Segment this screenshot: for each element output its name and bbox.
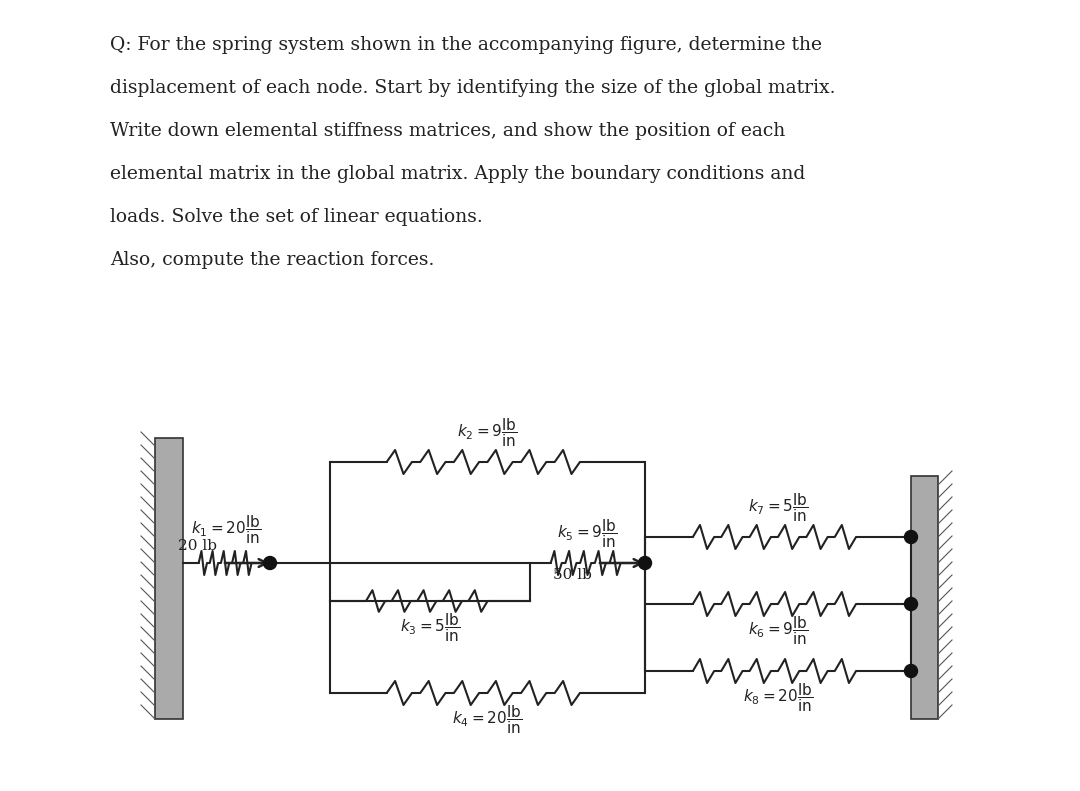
Bar bbox=[912, 476, 939, 719]
Circle shape bbox=[638, 557, 651, 570]
Text: $k_5 = 9\dfrac{\mathrm{lb}}{\mathrm{in}}$: $k_5 = 9\dfrac{\mathrm{lb}}{\mathrm{in}}… bbox=[557, 517, 618, 550]
Text: $k_7 = 5\dfrac{\mathrm{lb}}{\mathrm{in}}$: $k_7 = 5\dfrac{\mathrm{lb}}{\mathrm{in}}… bbox=[747, 491, 808, 524]
Text: displacement of each node. Start by identifying the size of the global matrix.: displacement of each node. Start by iden… bbox=[110, 79, 836, 97]
Circle shape bbox=[905, 531, 918, 543]
Circle shape bbox=[905, 597, 918, 611]
Text: Q: For the spring system shown in the accompanying figure, determine the: Q: For the spring system shown in the ac… bbox=[110, 36, 822, 54]
Bar bbox=[156, 438, 183, 719]
Text: Write down elemental stiffness matrices, and show the position of each: Write down elemental stiffness matrices,… bbox=[110, 122, 785, 140]
Circle shape bbox=[905, 664, 918, 678]
Text: loads. Solve the set of linear equations.: loads. Solve the set of linear equations… bbox=[110, 208, 483, 226]
Text: Also, compute the reaction forces.: Also, compute the reaction forces. bbox=[110, 251, 434, 269]
Text: $k_4 = 20\dfrac{\mathrm{lb}}{\mathrm{in}}$: $k_4 = 20\dfrac{\mathrm{lb}}{\mathrm{in}… bbox=[453, 703, 523, 736]
Text: 20 lb: 20 lb bbox=[178, 539, 217, 553]
Circle shape bbox=[264, 557, 276, 570]
Text: $k_8 = 20\dfrac{\mathrm{lb}}{\mathrm{in}}$: $k_8 = 20\dfrac{\mathrm{lb}}{\mathrm{in}… bbox=[743, 681, 813, 713]
Text: 50 lb: 50 lb bbox=[553, 568, 592, 582]
Text: $k_2 = 9\dfrac{\mathrm{lb}}{\mathrm{in}}$: $k_2 = 9\dfrac{\mathrm{lb}}{\mathrm{in}}… bbox=[457, 416, 517, 449]
Text: $k_6 = 9\dfrac{\mathrm{lb}}{\mathrm{in}}$: $k_6 = 9\dfrac{\mathrm{lb}}{\mathrm{in}}… bbox=[747, 614, 808, 647]
Text: $k_1 = 20\dfrac{\mathrm{lb}}{\mathrm{in}}$: $k_1 = 20\dfrac{\mathrm{lb}}{\mathrm{in}… bbox=[191, 513, 261, 546]
Text: elemental matrix in the global matrix. Apply the boundary conditions and: elemental matrix in the global matrix. A… bbox=[110, 165, 806, 183]
Text: $k_3 = 5\dfrac{\mathrm{lb}}{\mathrm{in}}$: $k_3 = 5\dfrac{\mathrm{lb}}{\mathrm{in}}… bbox=[400, 611, 460, 644]
